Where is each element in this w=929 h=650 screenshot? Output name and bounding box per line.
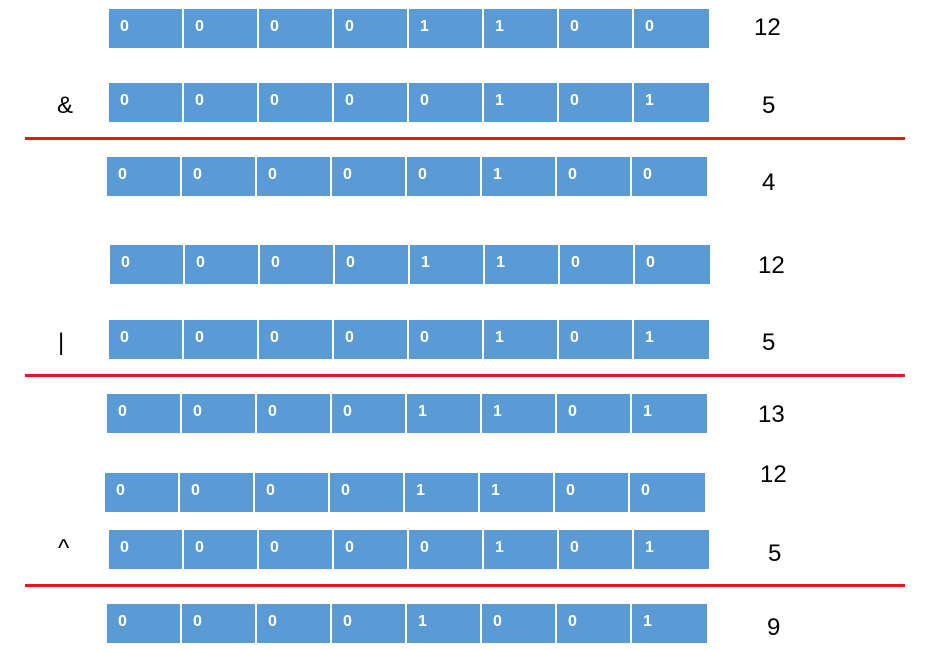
bit-cell: 0 — [185, 245, 260, 284]
bit-cell: 0 — [109, 83, 184, 122]
decimal-value: 4 — [762, 169, 776, 196]
bit-cell: 0 — [257, 604, 332, 643]
bit-cell: 0 — [332, 604, 407, 643]
bit-cell: 0 — [409, 320, 484, 359]
decimal-value: 12 — [758, 252, 785, 279]
bit-cell: 0 — [334, 83, 409, 122]
decimal-value: 12 — [760, 461, 787, 488]
bit-cell: 0 — [259, 320, 334, 359]
operator-symbol: ^ — [58, 535, 70, 562]
bit-cell: 1 — [407, 604, 482, 643]
bit-cell: 0 — [557, 604, 632, 643]
bit-cell: 0 — [180, 473, 255, 512]
bit-cell: 1 — [410, 245, 485, 284]
bit-cell: 0 — [259, 530, 334, 569]
bit-cell: 0 — [107, 604, 182, 643]
bit-cell: 0 — [330, 473, 405, 512]
bit-cell: 1 — [485, 245, 560, 284]
bit-cell: 0 — [184, 9, 259, 48]
bit-cell: 0 — [105, 473, 180, 512]
decimal-value: 13 — [758, 401, 785, 428]
bit-cell: 0 — [110, 245, 185, 284]
bit-cell: 0 — [559, 530, 634, 569]
result-separator-line — [25, 137, 905, 140]
bit-cell: 1 — [632, 394, 707, 433]
bit-cell: 0 — [109, 9, 184, 48]
bit-cell: 1 — [634, 530, 709, 569]
bit-cell: 0 — [335, 245, 410, 284]
bit-cell: 0 — [257, 394, 332, 433]
bit-cell: 0 — [109, 530, 184, 569]
bit-cell: 0 — [184, 83, 259, 122]
decimal-value: 5 — [768, 540, 782, 567]
bit-cell: 0 — [334, 530, 409, 569]
bit-cell: 0 — [559, 83, 634, 122]
bit-cell: 0 — [107, 157, 182, 196]
bit-cell: 0 — [334, 9, 409, 48]
bit-cell: 0 — [632, 157, 707, 196]
bit-cell: 1 — [634, 320, 709, 359]
bit-cell: 0 — [184, 320, 259, 359]
bit-cell: 0 — [255, 473, 330, 512]
bit-cell: 0 — [634, 9, 709, 48]
bit-cell: 0 — [259, 83, 334, 122]
bit-cell: 1 — [484, 320, 559, 359]
decimal-value: 5 — [762, 92, 776, 119]
bit-cell: 0 — [409, 530, 484, 569]
bit-cell: 0 — [182, 604, 257, 643]
bit-cell: 0 — [182, 394, 257, 433]
bit-cell: 0 — [334, 320, 409, 359]
bit-cell: 0 — [107, 394, 182, 433]
bit-cell: 0 — [257, 157, 332, 196]
bit-cell: 0 — [555, 473, 630, 512]
bit-cell: 0 — [409, 83, 484, 122]
bit-cell: 1 — [409, 9, 484, 48]
bit-cell: 0 — [482, 604, 557, 643]
bit-cell: 0 — [559, 9, 634, 48]
bit-cell: 1 — [482, 157, 557, 196]
bit-cell: 0 — [635, 245, 710, 284]
bit-cell: 0 — [630, 473, 705, 512]
bit-cell: 0 — [407, 157, 482, 196]
bit-cell: 0 — [109, 320, 184, 359]
bit-cell: 0 — [184, 530, 259, 569]
bit-cell: 0 — [182, 157, 257, 196]
bit-cell: 1 — [482, 394, 557, 433]
decimal-value: 12 — [754, 14, 781, 41]
operator-symbol: | — [58, 329, 65, 356]
bit-cell: 0 — [332, 157, 407, 196]
operator-symbol: & — [57, 92, 74, 119]
bit-cell: 1 — [634, 83, 709, 122]
decimal-value: 5 — [762, 329, 776, 356]
bit-cell: 1 — [632, 604, 707, 643]
bit-cell: 0 — [259, 9, 334, 48]
bit-cell: 0 — [560, 245, 635, 284]
bit-cell: 1 — [484, 9, 559, 48]
bit-cell: 1 — [484, 530, 559, 569]
bit-cell: 1 — [480, 473, 555, 512]
result-separator-line — [25, 374, 905, 377]
result-separator-line — [25, 584, 905, 587]
bit-cell: 1 — [407, 394, 482, 433]
bit-cell: 0 — [332, 394, 407, 433]
bit-cell: 0 — [260, 245, 335, 284]
decimal-value: 9 — [767, 614, 781, 641]
bit-cell: 0 — [557, 394, 632, 433]
bit-cell: 1 — [405, 473, 480, 512]
bit-cell: 0 — [557, 157, 632, 196]
bit-cell: 0 — [559, 320, 634, 359]
bit-cell: 1 — [484, 83, 559, 122]
